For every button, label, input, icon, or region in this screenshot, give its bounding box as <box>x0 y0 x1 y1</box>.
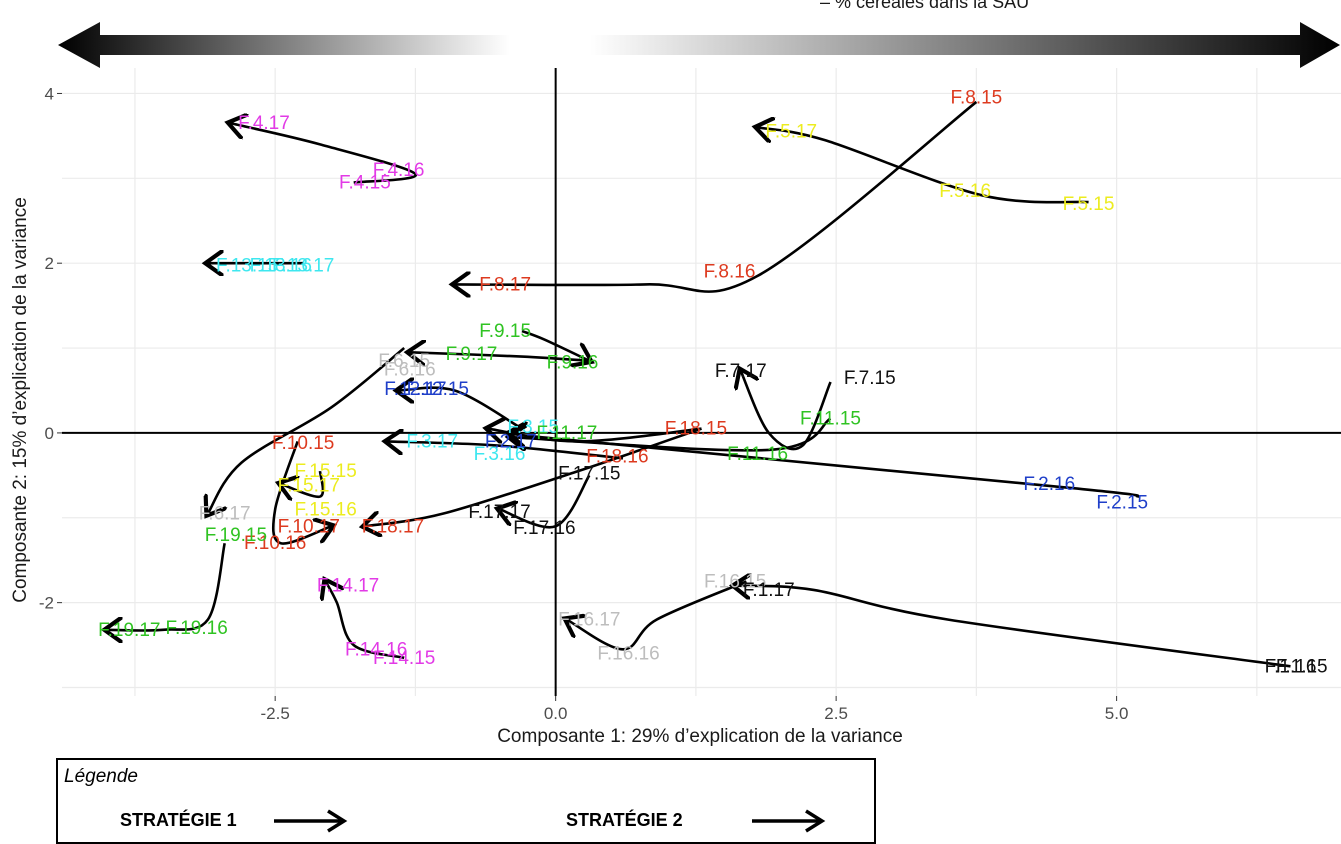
point-label: F.18.16 <box>586 447 648 468</box>
point-label: F.8.15 <box>950 88 1002 109</box>
trajectory-arrow <box>281 470 325 497</box>
y-tick-label: 2 <box>45 254 54 273</box>
trajectory-arrow <box>735 586 1291 668</box>
point-label: F.18.15 <box>665 419 727 440</box>
legend: Légende STRATÉGIE 1 STRATÉGIE 2 <box>56 758 876 844</box>
x-tick-label: 5.0 <box>1105 704 1129 723</box>
point-label: F.11.15 <box>800 408 861 429</box>
point-label: F.13.15 <box>216 256 278 277</box>
trajectory-arrow <box>387 441 624 460</box>
point-label: F.3.15 <box>507 417 559 438</box>
point-label: F.19.16 <box>165 618 227 639</box>
point-label: F.1.15 <box>1276 656 1328 677</box>
point-label: F.3.16 <box>474 444 526 465</box>
zero-axes <box>62 68 1341 696</box>
strategy-1-arrow <box>274 809 348 833</box>
tick-labels: -2.5 0.0 2.5 5.0 -2 0 2 4 <box>39 84 1129 723</box>
point-label: F.10.15 <box>272 433 334 454</box>
point-label: F.6.15 <box>378 351 430 372</box>
trajectory-arrow <box>326 581 405 660</box>
x-tick-label: 0.0 <box>544 704 568 723</box>
point-label: F.11.17 <box>536 423 597 444</box>
point-label: F.12.17 <box>384 379 446 400</box>
point-label: F.7.17 <box>715 361 767 382</box>
point-label: F.14.15 <box>373 648 435 669</box>
point-label: F.2.15 <box>1096 493 1148 514</box>
point-label: F.14.16 <box>345 639 407 660</box>
point-label: F.19.17 <box>98 620 160 641</box>
point-labels: F.8.15 F.8.16 F.8.17 F.5.17 F.5.16 F.5.15 F.4.… <box>98 88 1327 678</box>
trajectory-arrow <box>399 388 523 430</box>
point-label: F.7.15 <box>844 368 896 389</box>
point-label: F.17.15 <box>558 464 620 485</box>
point-label: F.5.15 <box>1063 194 1115 215</box>
y-tick-label: -2 <box>39 594 54 613</box>
point-label: F.2.17 <box>485 431 537 452</box>
trajectory-arrow <box>500 474 591 529</box>
trajectory-arrow <box>365 427 702 527</box>
top-annotation: – % céréales dans la SAU <box>820 0 1030 12</box>
y-tick-label: 0 <box>45 424 54 443</box>
point-label: F.4.15 <box>339 173 391 194</box>
point-label: F.10.16 <box>244 533 306 554</box>
trajectory-arrow <box>230 123 417 184</box>
trajectory-arrow <box>455 100 978 292</box>
point-label: F.14.17 <box>317 576 379 597</box>
point-label: F.2.16 <box>1023 474 1075 495</box>
strategy-1-label: STRATÉGIE 1 <box>120 810 237 830</box>
x-axis-label: Composante 1: 29% d’explication de la va… <box>497 726 903 747</box>
trajectory-arrow <box>758 127 1089 204</box>
left-gradient-arrow <box>58 22 510 68</box>
point-label: F.15.17 <box>278 476 340 497</box>
trajectory-arrow <box>271 440 331 545</box>
point-label: F.15.16 <box>294 499 356 520</box>
point-label: F.4.16 <box>373 160 425 181</box>
point-label: F.10.17 <box>278 516 340 537</box>
point-label: F.4.17 <box>238 113 290 134</box>
point-label: F.3.17 <box>406 431 458 452</box>
point-label: F.1.17 <box>743 580 795 601</box>
trajectory-arrow <box>107 542 226 630</box>
right-gradient-arrow <box>590 22 1340 68</box>
strategy-2-arrow <box>752 809 826 833</box>
point-label: F.9.17 <box>446 344 498 365</box>
point-label: F.6.16 <box>384 359 436 380</box>
point-label: F.17.17 <box>468 502 530 523</box>
trajectory-arrow <box>488 429 702 442</box>
point-label: F.18.17 <box>362 516 424 537</box>
x-tick-label: 2.5 <box>824 704 848 723</box>
point-label: F.5.16 <box>939 181 991 202</box>
trajectory-arrow <box>521 329 589 361</box>
point-label: F.8.17 <box>479 274 531 295</box>
point-label: F.5.17 <box>765 122 817 143</box>
point-label: F.16.17 <box>558 610 620 631</box>
point-label: F.13.16 <box>250 256 312 277</box>
x-tick-label: -2.5 <box>261 704 290 723</box>
trajectory-arrow <box>208 347 406 513</box>
point-label: F.19.15 <box>205 525 267 546</box>
point-label: F.16.15 <box>704 571 766 592</box>
plot-background <box>62 68 1341 696</box>
point-label: F.8.16 <box>704 262 756 283</box>
point-label: F.1.16 <box>1265 656 1317 677</box>
point-label: F.9.16 <box>547 352 599 373</box>
strategy-2-label: STRATÉGIE 2 <box>566 810 683 830</box>
point-label: F.12.15 <box>407 379 469 400</box>
point-label: F.16.16 <box>597 644 659 665</box>
point-label: F.13.17 <box>272 256 334 277</box>
trajectory-arrow <box>567 580 747 651</box>
trajectory-arrows <box>107 100 1291 668</box>
point-label: F.17.16 <box>513 518 575 539</box>
y-axis-label: Composante 2: 15% d’explication de la va… <box>10 197 31 603</box>
point-label: F.6.17 <box>199 504 251 525</box>
point-label: F.15.15 <box>294 461 356 482</box>
legend-title: Légende <box>64 766 138 787</box>
point-label: F.11.16 <box>727 444 788 465</box>
y-tick-label: 4 <box>45 84 54 103</box>
point-label: F.9.15 <box>479 321 531 342</box>
